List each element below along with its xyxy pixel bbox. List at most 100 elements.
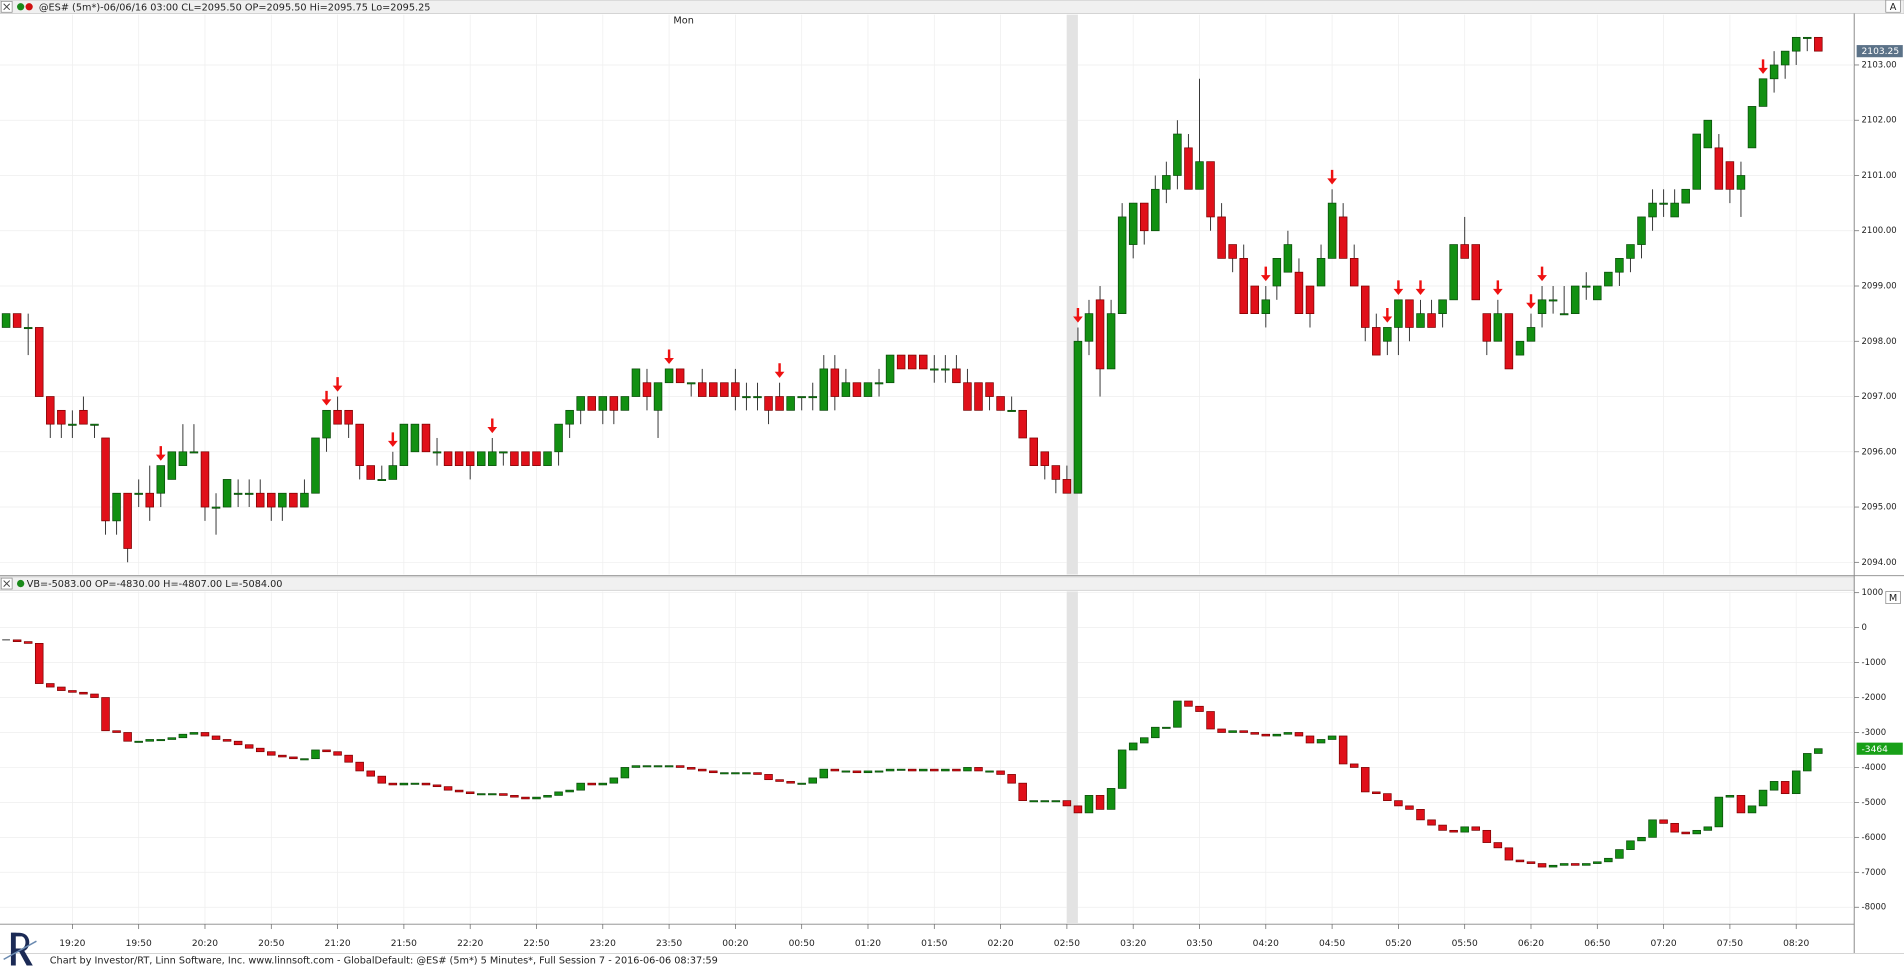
candle-body: [985, 382, 994, 397]
candle-body: [620, 767, 630, 779]
candle-body: [244, 492, 254, 495]
candle-body: [1803, 36, 1812, 39]
close-button[interactable]: [0, 0, 13, 13]
candle-body: [1084, 313, 1094, 342]
y-tick-label: -6000: [1862, 833, 1887, 843]
y-tick-label: 2095.00: [1862, 503, 1897, 513]
x-tick-label: 20:50: [258, 939, 284, 949]
candle-body: [134, 740, 143, 743]
candle-body: [565, 789, 574, 793]
candle-body: [885, 768, 895, 772]
candle-body: [918, 354, 928, 370]
candle-body: [1769, 64, 1779, 80]
signal-arrow: [1537, 266, 1547, 282]
signal-arrow: [387, 432, 398, 447]
candle-body: [1261, 299, 1271, 315]
candle-body: [675, 368, 685, 384]
candle-body: [1029, 437, 1038, 466]
x-tick-label: 00:50: [789, 939, 815, 949]
candle-body: [1736, 795, 1746, 814]
candle-body: [896, 354, 906, 370]
candle-body: [1073, 805, 1083, 814]
x-tick-label: 22:50: [523, 939, 549, 949]
candle-body: [333, 409, 342, 425]
candle-body: [101, 697, 110, 732]
x-tick-label: 03:20: [1120, 939, 1146, 949]
candle-body: [1372, 791, 1381, 795]
y-tick-label: 1000: [1862, 588, 1884, 598]
y-tick-label: 2099.00: [1862, 282, 1897, 292]
candle-body: [454, 789, 464, 793]
candle-body: [156, 465, 166, 494]
candle-body: [1062, 800, 1072, 807]
candle-body: [1791, 36, 1801, 52]
candle-body: [123, 732, 132, 742]
candle-body: [1394, 299, 1403, 328]
candle-body: [167, 737, 177, 740]
candle-body: [432, 784, 442, 788]
x-tick-label: 00:20: [722, 939, 748, 949]
candle-body: [1725, 161, 1735, 190]
candle-body: [852, 770, 862, 774]
close-button[interactable]: [0, 577, 13, 590]
status-dot: [25, 3, 33, 11]
x-tick-label: 19:50: [126, 939, 152, 949]
candle-body: [576, 396, 585, 411]
panel-button-label[interactable]: M: [1889, 593, 1897, 604]
panel-button-label[interactable]: A: [1890, 2, 1897, 13]
candle-body: [289, 756, 298, 760]
candle-body: [885, 354, 895, 384]
candle-body: [1018, 782, 1027, 802]
candle-body: [1327, 202, 1337, 259]
candle-body: [1460, 826, 1469, 833]
candle-body: [1482, 829, 1492, 843]
y-tick-label: 2103.00: [1862, 60, 1897, 70]
candle-body: [1139, 202, 1149, 232]
candle-body: [1007, 774, 1016, 784]
y-tick-label: -7000: [1862, 868, 1887, 878]
candle-body: [664, 368, 674, 384]
candle-body: [178, 733, 188, 739]
candle-body: [465, 791, 475, 795]
panel-button[interactable]: A: [1885, 0, 1901, 13]
candle-body: [554, 791, 563, 796]
x-tick-label: 21:20: [324, 939, 350, 949]
candle-body: [443, 451, 453, 466]
candle-body: [576, 782, 585, 791]
candle-body: [1703, 826, 1713, 831]
candle-body: [786, 781, 795, 784]
candle-body: [1416, 809, 1425, 821]
candle-body: [874, 770, 884, 773]
candle-body: [333, 751, 342, 756]
candle-body: [1515, 340, 1525, 356]
x-tick-label: 22:20: [457, 939, 483, 949]
candle-body: [289, 492, 298, 508]
candle-body: [344, 409, 353, 425]
candle-body: [1648, 202, 1657, 218]
candle-body: [1791, 770, 1801, 795]
candle-body: [1626, 840, 1635, 850]
candle-body: [620, 396, 630, 411]
candle-body: [1570, 863, 1580, 866]
candle-body: [1239, 258, 1248, 315]
candle-body: [355, 761, 364, 772]
y-tick-label: -8000: [1862, 903, 1887, 913]
y-tick-label: -2000: [1862, 693, 1887, 703]
x-tick-label: 07:20: [1650, 939, 1676, 949]
candle-body: [344, 754, 353, 763]
candle-body: [1051, 800, 1061, 803]
candle-body: [1184, 700, 1193, 707]
candle-body: [1526, 861, 1536, 864]
candle-body: [686, 382, 696, 385]
candle-body: [1570, 285, 1580, 315]
candle-body: [1394, 800, 1403, 807]
candle-body: [1128, 742, 1138, 751]
session-break: [1066, 14, 1078, 575]
candle-body: [34, 643, 44, 684]
candle-body: [554, 423, 563, 453]
candle-body: [631, 368, 641, 397]
candle-body: [57, 409, 66, 425]
panel-button[interactable]: M: [1885, 591, 1901, 604]
candle-body: [1814, 748, 1823, 754]
